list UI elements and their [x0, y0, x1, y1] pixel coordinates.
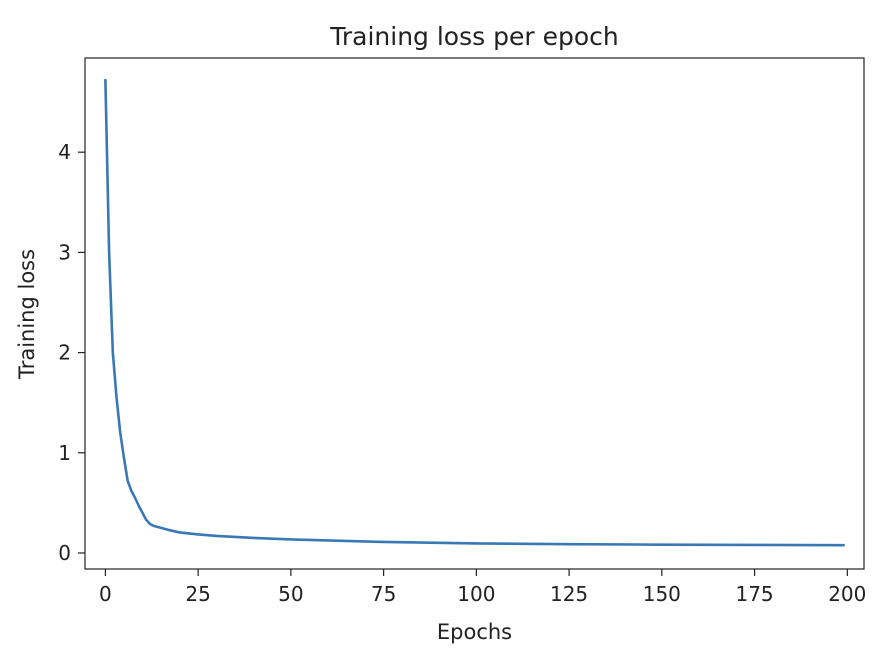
y-axis: 0 1 2 3 4 [58, 140, 85, 565]
y-tick-label: 2 [58, 341, 71, 365]
chart-title: Training loss per epoch [329, 22, 618, 51]
x-axis-label: Epochs [437, 620, 512, 644]
x-tick-label: 175 [735, 582, 773, 606]
y-tick-label: 1 [58, 441, 71, 465]
plot-area [104, 78, 845, 547]
y-tick-label: 4 [58, 140, 71, 164]
y-axis-label: Training loss [15, 249, 39, 380]
y-tick-label: 0 [58, 541, 71, 565]
x-tick-label: 0 [99, 582, 112, 606]
x-axis: 0 25 50 75 100 125 150 175 200 [99, 569, 866, 606]
x-tick-label: 50 [278, 582, 303, 606]
y-tick-label: 3 [58, 240, 71, 264]
x-tick-label: 100 [457, 582, 495, 606]
x-tick-label: 75 [371, 582, 396, 606]
plot-frame [84, 57, 865, 570]
x-tick-label: 25 [185, 582, 210, 606]
x-tick-label: 200 [828, 582, 866, 606]
x-tick-label: 125 [550, 582, 588, 606]
series-line [104, 78, 845, 547]
x-tick-label: 150 [643, 582, 681, 606]
